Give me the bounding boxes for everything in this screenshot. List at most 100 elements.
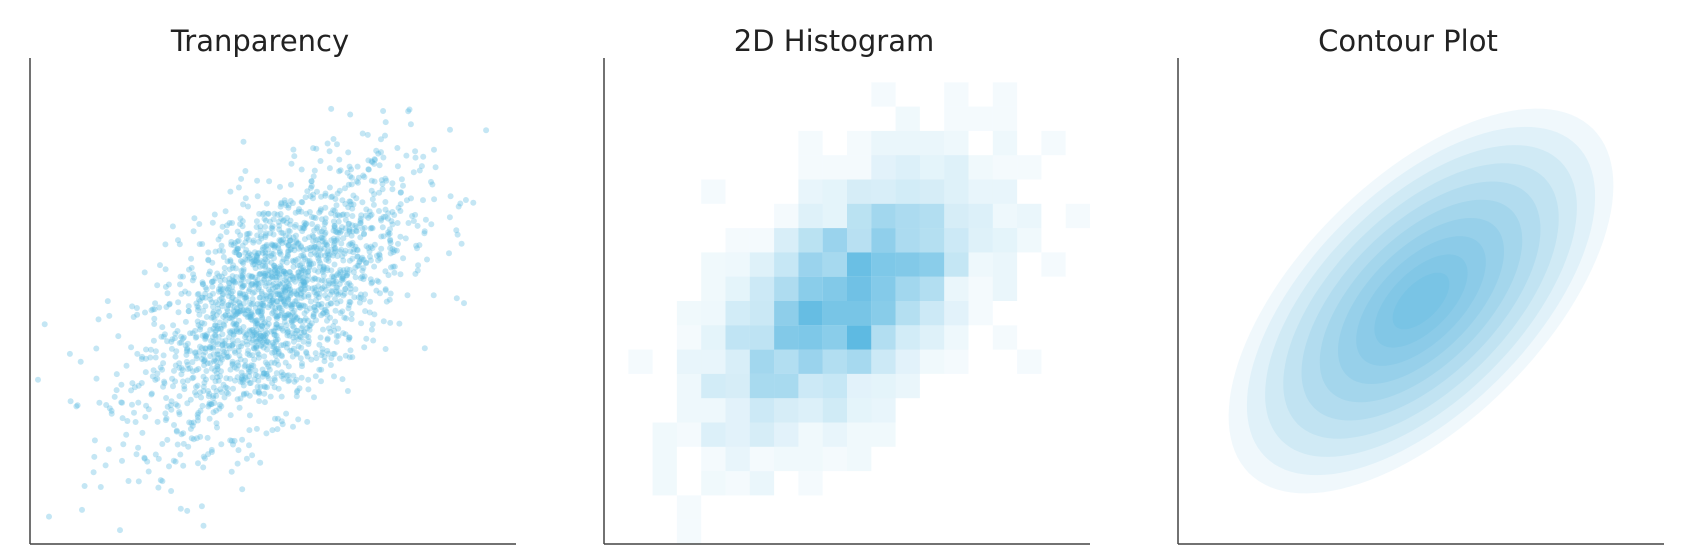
scatter-point (236, 252, 243, 259)
scatter-point (223, 349, 230, 356)
scatter-point (292, 278, 299, 285)
scatter-point (236, 404, 243, 411)
scatter-point (219, 356, 225, 363)
scatter-point (285, 280, 292, 287)
scatter-point (226, 315, 233, 321)
scatter-point (262, 217, 269, 224)
scatter-point (335, 333, 342, 339)
scatter-point (280, 268, 287, 275)
scatter-point (462, 197, 469, 203)
scatter-point (255, 250, 262, 257)
scatter-point (303, 246, 310, 253)
scatter-point (330, 350, 337, 357)
scatter-point (398, 176, 405, 183)
scatter-point (216, 273, 223, 280)
scatter-point (361, 231, 367, 238)
scatter-point (157, 262, 163, 269)
scatter-point (391, 263, 398, 270)
scatter-point (289, 322, 296, 329)
scatter-point (358, 212, 365, 219)
histogram-cell (992, 276, 1018, 301)
scatter-point (162, 417, 169, 424)
scatter-point (320, 225, 327, 232)
scatter-point (368, 224, 375, 231)
scatter-point (261, 353, 268, 360)
scatter-point (163, 415, 170, 422)
scatter-point (251, 356, 258, 363)
scatter-point (268, 272, 275, 279)
scatter-point (262, 292, 269, 299)
histogram-cell (822, 446, 847, 472)
scatter-point (262, 384, 269, 391)
scatter-point (202, 303, 209, 310)
scatter-point (276, 304, 283, 311)
scatter-point (189, 375, 196, 382)
scatter-point (377, 255, 384, 262)
scatter-point (250, 362, 257, 369)
scatter-point (316, 263, 323, 270)
scatter-point (272, 324, 279, 331)
scatter-point (184, 340, 191, 347)
contour-level (1374, 254, 1468, 348)
scatter-point (312, 244, 319, 250)
scatter-point (385, 229, 392, 236)
scatter-point (300, 252, 307, 259)
scatter-point (274, 346, 281, 352)
scatter-point (219, 291, 226, 298)
scatter-point (235, 237, 242, 244)
scatter-point (249, 352, 256, 359)
scatter-point (202, 294, 209, 301)
scatter-point (135, 399, 142, 406)
scatter-point (337, 229, 344, 236)
scatter-point (282, 287, 289, 294)
scatter-point (203, 333, 210, 340)
scatter-point (170, 383, 176, 390)
scatter-point (171, 422, 177, 428)
scatter-point (228, 241, 235, 248)
scatter-point (142, 309, 148, 316)
scatter-point (249, 317, 256, 324)
scatter-point (274, 269, 281, 276)
histogram-cell (701, 349, 726, 374)
scatter-point (154, 375, 161, 382)
scatter-point (331, 237, 338, 244)
scatter-point (256, 271, 263, 278)
scatter-point (218, 286, 224, 293)
histogram-cell (847, 252, 872, 277)
scatter-point (185, 308, 192, 315)
scatter-point (201, 455, 208, 462)
scatter-point (297, 317, 304, 324)
scatter-point (297, 333, 303, 340)
scatter-point (259, 246, 266, 253)
scatter-point (318, 312, 325, 319)
scatter-point (214, 347, 221, 354)
scatter-point (265, 315, 272, 322)
scatter-point (313, 251, 320, 258)
scatter-point (296, 385, 303, 392)
scatter-point (354, 163, 361, 170)
scatter-point (249, 452, 256, 459)
scatter-point (252, 318, 258, 325)
scatter-point (168, 398, 175, 405)
scatter-point (214, 363, 221, 370)
scatter-point (214, 366, 221, 372)
scatter-point (256, 294, 263, 301)
scatter-point (422, 216, 429, 223)
scatter-point (301, 286, 308, 293)
scatter-point (327, 314, 334, 321)
scatter-point (234, 460, 241, 467)
scatter-point (229, 288, 236, 295)
scatter-point (330, 136, 337, 142)
scatter-point (212, 378, 219, 385)
scatter-point (334, 190, 341, 197)
scatter-point (179, 335, 186, 342)
scatter-point (285, 311, 292, 318)
histogram-cell (798, 179, 823, 204)
histogram-cell (822, 276, 847, 301)
scatter-point (155, 484, 162, 491)
scatter-point (190, 436, 197, 443)
scatter-point (383, 298, 390, 305)
scatter-point (272, 264, 279, 271)
histogram-cell (749, 252, 775, 277)
scatter-point (265, 246, 272, 253)
